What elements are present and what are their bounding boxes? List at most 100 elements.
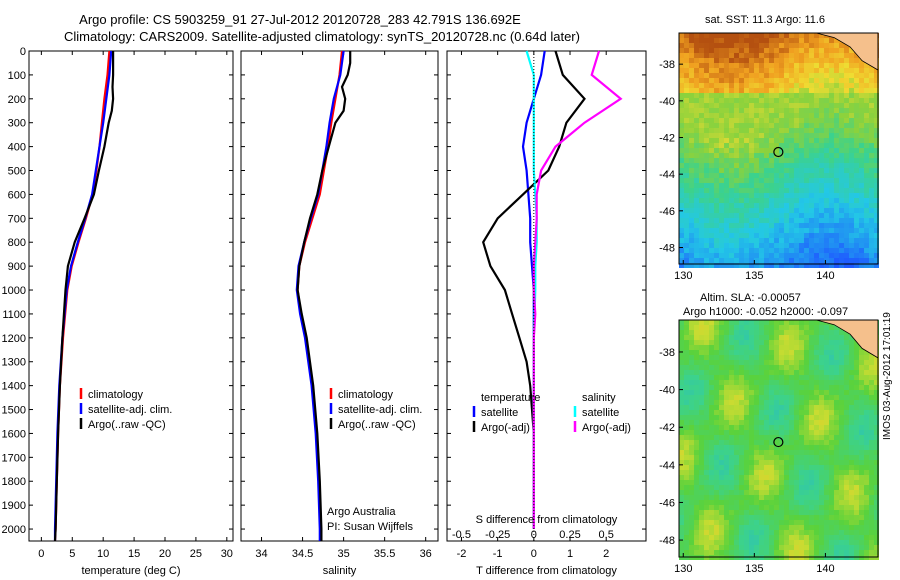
map-cell <box>814 350 819 355</box>
map-cell <box>789 263 794 268</box>
map-cell <box>739 470 744 475</box>
map-cell <box>849 430 854 435</box>
map-cell <box>779 213 784 218</box>
map-cell <box>699 330 704 335</box>
map-cell <box>804 355 809 360</box>
map-cell <box>754 163 759 168</box>
map-cell <box>794 530 799 535</box>
map-cell <box>829 430 834 435</box>
map-cell <box>834 520 839 525</box>
map-cell <box>839 183 844 188</box>
map-cell <box>814 148 819 153</box>
map-cell <box>699 208 704 213</box>
map-cell <box>869 510 874 515</box>
map-cell <box>739 238 744 243</box>
map-cell <box>764 128 769 133</box>
map-cell <box>704 435 709 440</box>
map-cell <box>689 238 694 243</box>
map-cell <box>864 263 869 268</box>
map-cell <box>819 88 824 93</box>
map-cell <box>749 138 754 143</box>
map-cell <box>729 148 734 153</box>
map-cell <box>699 375 704 380</box>
map-cell <box>799 118 804 123</box>
map-cell <box>804 68 809 73</box>
map-cell <box>779 188 784 193</box>
map-cell <box>679 345 684 350</box>
map-cell <box>734 193 739 198</box>
map-cell <box>779 425 784 430</box>
map-cell <box>859 133 864 138</box>
map-cell <box>799 445 804 450</box>
map-cell <box>764 395 769 400</box>
map-cell <box>719 375 724 380</box>
map-cell <box>829 98 834 103</box>
map-cell <box>719 113 724 118</box>
map-cell <box>759 223 764 228</box>
map-cell <box>824 218 829 223</box>
map-cell <box>729 525 734 530</box>
map-cell <box>864 103 869 108</box>
map-cell <box>709 73 714 78</box>
map-cell <box>774 143 779 148</box>
map-cell <box>689 335 694 340</box>
map-cell <box>754 98 759 103</box>
map-cell <box>779 228 784 233</box>
map-cell <box>694 33 699 38</box>
map-cell <box>854 233 859 238</box>
map-cell <box>704 430 709 435</box>
map-cell <box>704 88 709 93</box>
map-cell <box>679 495 684 500</box>
map-cell <box>819 183 824 188</box>
map-cell <box>819 475 824 480</box>
map-cell <box>764 33 769 38</box>
map-cell <box>874 470 879 475</box>
map-cell <box>779 68 784 73</box>
map-cell <box>784 178 789 183</box>
map-cell <box>819 208 824 213</box>
map-cell <box>869 188 874 193</box>
map-cell <box>809 38 814 43</box>
map-cell <box>694 158 699 163</box>
map-cell <box>739 415 744 420</box>
map-cell <box>709 480 714 485</box>
map-cell <box>769 68 774 73</box>
map-cell <box>729 380 734 385</box>
map-cell <box>819 360 824 365</box>
map-cell <box>784 198 789 203</box>
map-cell <box>744 420 749 425</box>
map-cell <box>834 475 839 480</box>
map-cell <box>869 68 874 73</box>
map-cell <box>704 153 709 158</box>
x-tick-label: 35.5 <box>374 548 395 560</box>
map-cell <box>819 78 824 83</box>
map-cell <box>844 360 849 365</box>
map-cell <box>859 68 864 73</box>
map-cell <box>864 370 869 375</box>
map-cell <box>819 400 824 405</box>
map-cell <box>679 153 684 158</box>
map-cell <box>789 330 794 335</box>
map-cell <box>829 375 834 380</box>
map-cell <box>749 158 754 163</box>
map-cell <box>759 355 764 360</box>
map-cell <box>684 53 689 58</box>
map-cell <box>754 360 759 365</box>
map-cell <box>794 535 799 540</box>
map-cell <box>734 515 739 520</box>
map-cell <box>689 535 694 540</box>
map-cell <box>694 133 699 138</box>
map-cell <box>729 355 734 360</box>
map-cell <box>764 98 769 103</box>
map-cell <box>844 510 849 515</box>
map-cell <box>679 53 684 58</box>
map-cell <box>724 335 729 340</box>
map-cell <box>804 263 809 268</box>
map-cell <box>834 360 839 365</box>
map-cell <box>689 183 694 188</box>
map-cell <box>824 395 829 400</box>
map-cell <box>714 385 719 390</box>
map-cell <box>694 480 699 485</box>
map-cell <box>804 223 809 228</box>
map-cell <box>804 138 809 143</box>
